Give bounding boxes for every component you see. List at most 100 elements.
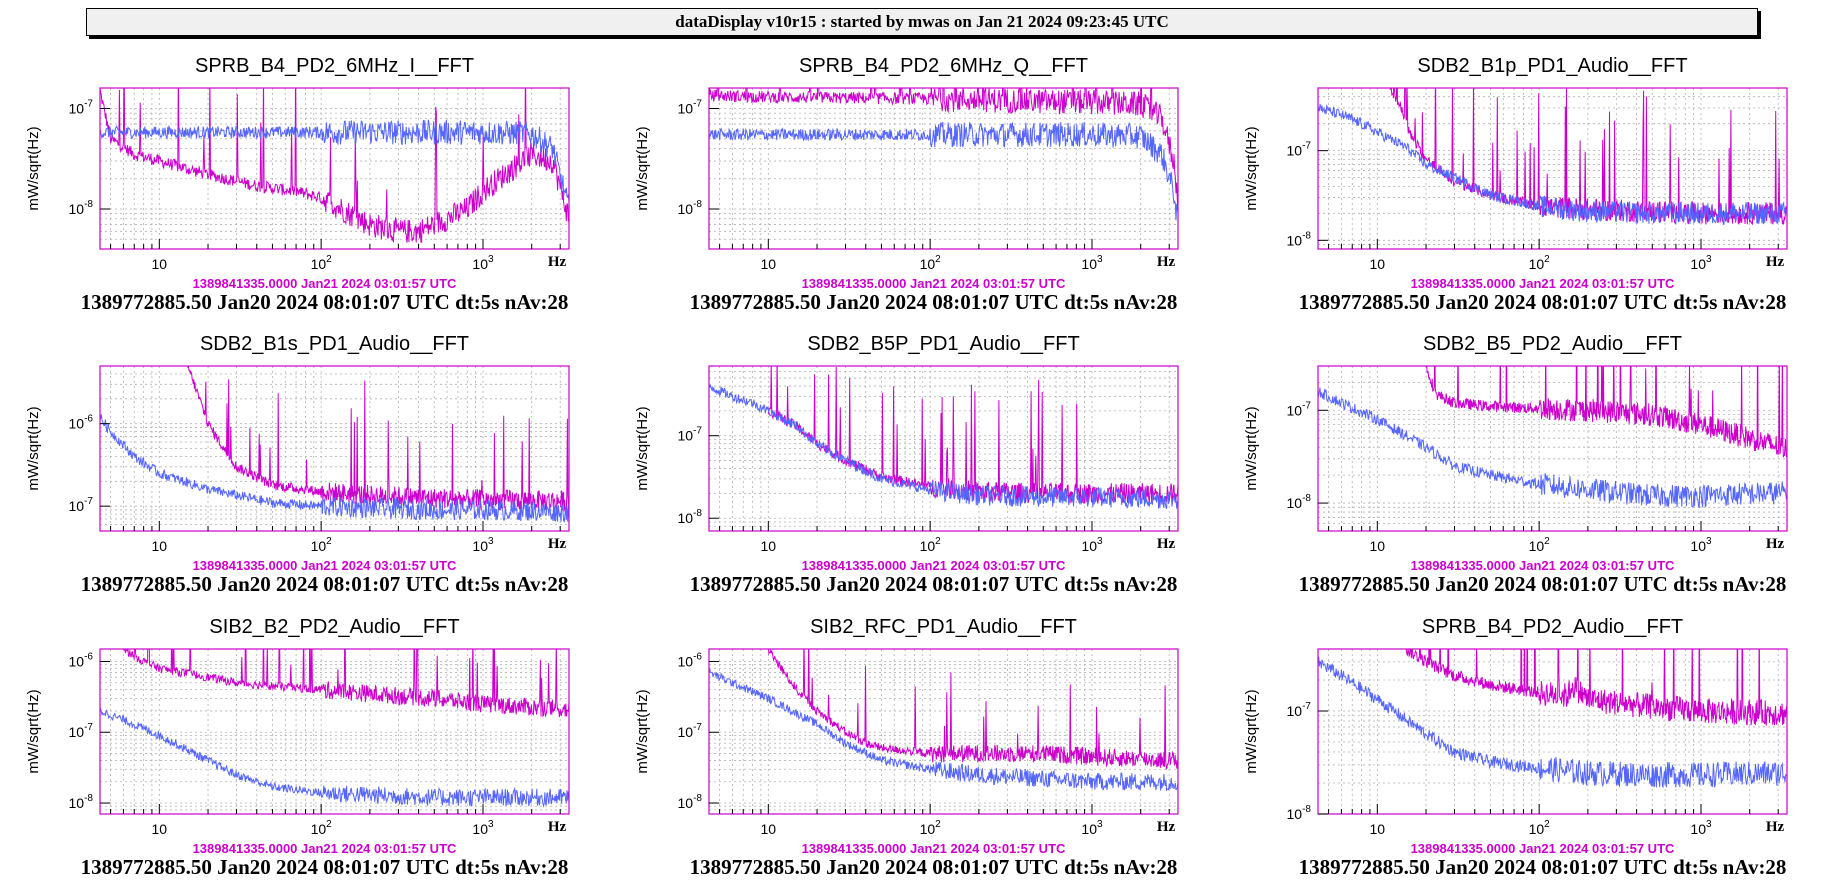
x-unit-label: Hz bbox=[548, 536, 567, 552]
page-title: dataDisplay v10r15 : started by mwas on … bbox=[675, 12, 1169, 31]
grid bbox=[709, 649, 1178, 815]
y-tick-label: 10-8 bbox=[678, 508, 703, 526]
y-tick-label: 10-6 bbox=[69, 651, 94, 669]
chart-title: SIB2_B2_PD2_Audio__FFT bbox=[209, 616, 459, 638]
x-tick-label: 10 bbox=[761, 256, 777, 272]
reference-stamp: 1389841335.0000 Jan21 2024 03:01:57 UTC bbox=[802, 558, 1066, 573]
reference-stamp: 1389841335.0000 Jan21 2024 03:01:57 UTC bbox=[1411, 558, 1675, 573]
series-line bbox=[767, 366, 1178, 505]
y-tick-label: 10-8 bbox=[678, 199, 703, 217]
x-tick-label: 102 bbox=[311, 254, 333, 272]
y-tick-label: 10-7 bbox=[678, 426, 703, 444]
fft-panel: SPRB_B4_PD2_Audio__FFT 10 102 103 Hz 10-8 10-7… bbox=[1218, 566, 1827, 879]
x-tick-label: 102 bbox=[920, 819, 942, 837]
plot-frame bbox=[708, 87, 1179, 250]
fft-chart: SDB2_B5_PD2_Audio__FFT 10 102 103 Hz 10-8 10-7… bbox=[1243, 333, 1788, 596]
footer-timestamp: 1389772885.50 Jan20 2024 08:01:07 UTC dt… bbox=[1299, 290, 1787, 314]
fft-panel: SDB2_B1s_PD1_Audio__FFT 10 102 103 Hz 10-7 10-… bbox=[0, 283, 609, 596]
fft-chart: SPRB_B4_PD2_Audio__FFT 10 102 103 Hz 10-8 10-7… bbox=[1243, 616, 1788, 879]
reference-stamp: 1389841335.0000 Jan21 2024 03:01:57 UTC bbox=[1411, 841, 1675, 856]
grid bbox=[100, 649, 569, 815]
x-tick-label: 102 bbox=[1529, 254, 1551, 272]
x-unit-label: Hz bbox=[1766, 536, 1785, 552]
x-tick-label: 103 bbox=[472, 254, 494, 272]
y-axis-label: mW/sqrt(Hz) bbox=[1243, 689, 1260, 773]
fft-panel: SDB2_B1p_PD1_Audio__FFT 10 102 103 Hz 10-8 10-… bbox=[1218, 0, 1827, 314]
y-axis-label: mW/sqrt(Hz) bbox=[634, 689, 651, 773]
y-tick-label: 10-7 bbox=[678, 99, 703, 117]
y-tick-label: 10-7 bbox=[678, 722, 703, 740]
x-tick-label: 10 bbox=[761, 538, 777, 554]
x-tick-label: 10 bbox=[152, 821, 168, 837]
series-line bbox=[1389, 88, 1787, 226]
y-tick-label: 10-6 bbox=[69, 414, 94, 432]
page-title-banner: dataDisplay v10r15 : started by mwas on … bbox=[86, 8, 1758, 36]
series-line bbox=[709, 121, 1178, 221]
y-axis-label: mW/sqrt(Hz) bbox=[25, 689, 42, 773]
y-axis-label: mW/sqrt(Hz) bbox=[1243, 126, 1260, 210]
fft-chart: SDB2_B1s_PD1_Audio__FFT 10 102 103 Hz 10-7 10-… bbox=[25, 333, 570, 596]
reference-stamp: 1389841335.0000 Jan21 2024 03:01:57 UTC bbox=[802, 276, 1066, 291]
y-tick-label: 10-8 bbox=[69, 793, 94, 811]
y-tick-label: 10-8 bbox=[1287, 230, 1312, 248]
x-tick-label: 102 bbox=[920, 254, 942, 272]
x-tick-label: 103 bbox=[1081, 819, 1103, 837]
x-unit-label: Hz bbox=[548, 254, 567, 270]
x-unit-label: Hz bbox=[548, 819, 567, 835]
chart-title: SDB2_B5P_PD1_Audio__FFT bbox=[807, 333, 1079, 355]
y-tick-label: 10-8 bbox=[678, 793, 703, 811]
x-tick-label: 103 bbox=[1081, 254, 1103, 272]
y-tick-label: 10-7 bbox=[69, 99, 94, 117]
footer-timestamp: 1389772885.50 Jan20 2024 08:01:07 UTC dt… bbox=[81, 855, 569, 879]
fft-panel: SIB2_RFC_PD1_Audio__FFT 10 102 103 Hz 10-8 10-… bbox=[609, 566, 1218, 879]
x-tick-label: 102 bbox=[1529, 819, 1551, 837]
x-tick-label: 103 bbox=[472, 536, 494, 554]
fft-chart: SDB2_B5P_PD1_Audio__FFT 10 102 103 Hz 10-8 10-… bbox=[634, 333, 1179, 596]
plot-frame bbox=[99, 87, 570, 250]
grid bbox=[1318, 365, 1787, 532]
x-tick-label: 102 bbox=[1529, 536, 1551, 554]
fft-chart: SIB2_B2_PD2_Audio__FFT 10 102 103 Hz 10-8 10-7… bbox=[25, 616, 570, 879]
x-tick-label: 102 bbox=[311, 819, 333, 837]
chart-title: SDB2_B5_PD2_Audio__FFT bbox=[1423, 333, 1682, 355]
series-line bbox=[1318, 387, 1787, 509]
grid bbox=[100, 88, 569, 250]
plot-frame bbox=[1317, 365, 1788, 532]
footer-timestamp: 1389772885.50 Jan20 2024 08:01:07 UTC dt… bbox=[1299, 572, 1787, 596]
series-line bbox=[709, 383, 1178, 509]
x-tick-label: 10 bbox=[1370, 538, 1386, 554]
footer-timestamp: 1389772885.50 Jan20 2024 08:01:07 UTC dt… bbox=[690, 572, 1178, 596]
fft-panel: SDB2_B5_PD2_Audio__FFT 10 102 103 Hz 10-8 10-7… bbox=[1218, 283, 1827, 596]
series-line bbox=[100, 414, 569, 523]
y-axis-label: mW/sqrt(Hz) bbox=[25, 126, 42, 210]
series-line bbox=[1318, 103, 1787, 226]
y-tick-label: 10-7 bbox=[1287, 400, 1312, 418]
y-tick-label: 10-8 bbox=[1287, 493, 1312, 511]
fft-panel: SIB2_B2_PD2_Audio__FFT 10 102 103 Hz 10-8 10-7… bbox=[0, 566, 609, 879]
plot-frame bbox=[1317, 87, 1788, 250]
chart-title: SPRB_B4_PD2_Audio__FFT bbox=[1422, 616, 1683, 638]
y-tick-label: 10-7 bbox=[69, 496, 94, 514]
x-tick-label: 10 bbox=[152, 256, 168, 272]
x-unit-label: Hz bbox=[1157, 536, 1176, 552]
chart-title: SIB2_RFC_PD1_Audio__FFT bbox=[810, 616, 1077, 638]
plot-frame bbox=[1317, 648, 1788, 815]
chart-title: SPRB_B4_PD2_6MHz_I__FFT bbox=[195, 55, 474, 77]
x-tick-label: 102 bbox=[311, 536, 333, 554]
plot-frame bbox=[708, 648, 1179, 815]
x-tick-label: 103 bbox=[1690, 536, 1712, 554]
y-axis-label: mW/sqrt(Hz) bbox=[634, 406, 651, 490]
chart-title: SDB2_B1p_PD1_Audio__FFT bbox=[1417, 55, 1687, 77]
y-tick-label: 10-6 bbox=[678, 651, 703, 669]
x-tick-label: 103 bbox=[1690, 254, 1712, 272]
y-tick-label: 10-8 bbox=[1287, 804, 1312, 822]
x-tick-label: 103 bbox=[472, 819, 494, 837]
chart-title: SDB2_B1s_PD1_Audio__FFT bbox=[200, 333, 469, 355]
x-tick-label: 10 bbox=[1370, 821, 1386, 837]
footer-timestamp: 1389772885.50 Jan20 2024 08:01:07 UTC dt… bbox=[81, 290, 569, 314]
footer-timestamp: 1389772885.50 Jan20 2024 08:01:07 UTC dt… bbox=[690, 855, 1178, 879]
series-line bbox=[123, 649, 569, 718]
fft-chart: SDB2_B1p_PD1_Audio__FFT 10 102 103 Hz 10-8 10-… bbox=[1243, 55, 1788, 314]
x-unit-label: Hz bbox=[1157, 819, 1176, 835]
